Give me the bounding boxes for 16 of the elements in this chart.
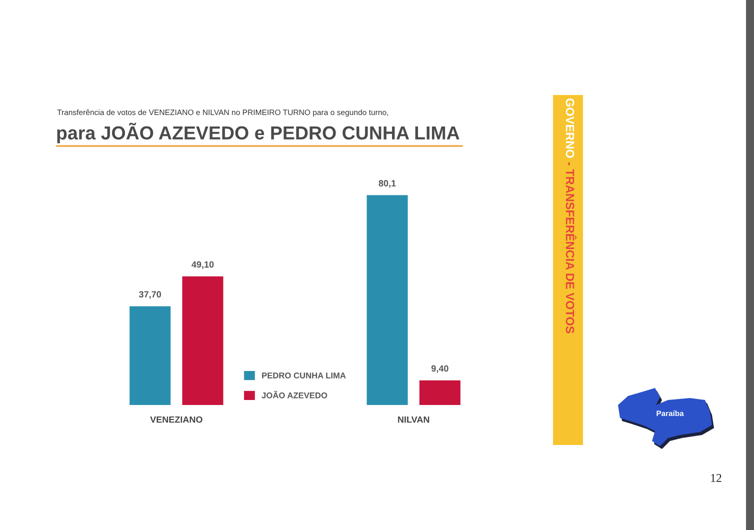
text: 12 — [711, 474, 722, 482]
data-label: 9,40 — [431, 365, 448, 373]
x-tick-label: NILVAN — [398, 416, 430, 423]
x-tick-label: VENEZIANO — [150, 416, 202, 423]
text: GOVERNO — [566, 98, 574, 158]
bar — [419, 380, 460, 405]
text: - TRANSFERÊNCIA DE VOTOS — [566, 162, 577, 334]
data-label: 80,1 — [378, 180, 396, 188]
legend-label: JOÃO AZEVEDO — [262, 390, 328, 398]
bar — [182, 276, 224, 405]
data-label: 37,70 — [138, 291, 162, 299]
bar — [130, 306, 171, 405]
bar — [366, 195, 408, 405]
legend-label: PEDRO CUNHA LIMA — [262, 372, 346, 378]
data-label: 49,10 — [192, 261, 214, 269]
chart-subtitle: para JOÃO AZEVEDO e PEDRO CUNHA LIMA — [57, 122, 460, 144]
